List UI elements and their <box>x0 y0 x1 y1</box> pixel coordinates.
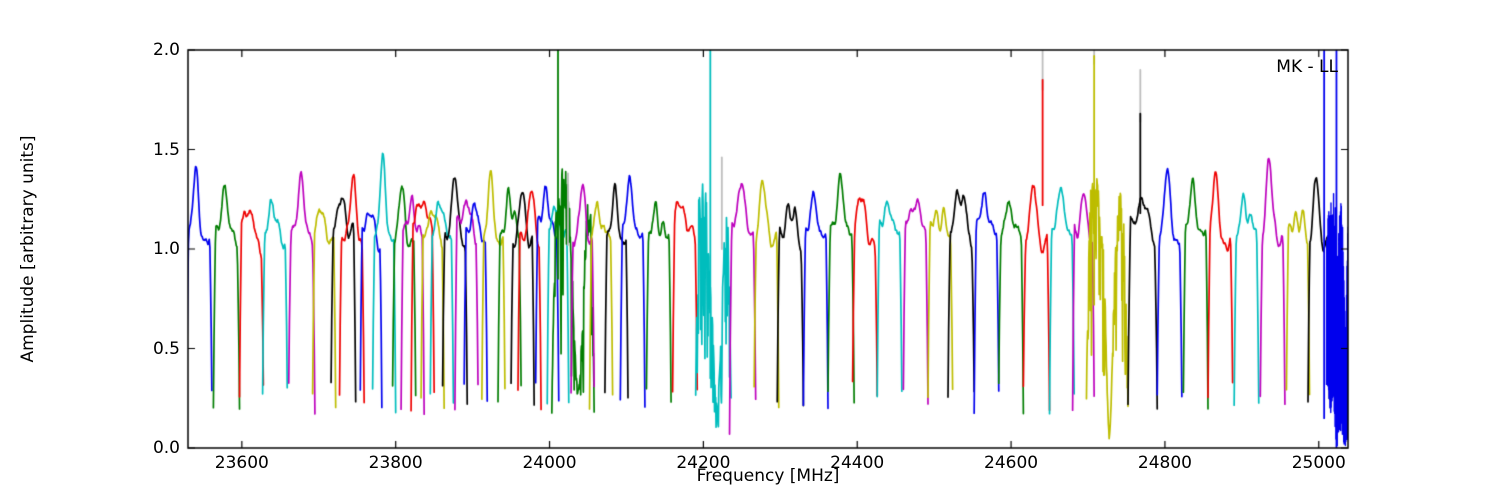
x-tick-label: 23800 <box>368 453 423 473</box>
x-tick-label: 24800 <box>1137 453 1192 473</box>
station-label: MK - LL <box>1276 57 1338 77</box>
x-tick-label: 24600 <box>984 453 1039 473</box>
y-axis-label: Amplitude [arbitrary units] <box>18 135 38 363</box>
y-tick-label: 0.5 <box>152 338 180 359</box>
x-tick-label: 24000 <box>522 453 577 473</box>
x-axis-label: Frequency [MHz] <box>696 466 840 486</box>
y-tick-label: 2.0 <box>152 40 180 60</box>
y-tick-label: 0.0 <box>152 438 180 458</box>
x-tick-label: 24400 <box>830 453 885 473</box>
y-tick-label: 1.0 <box>152 239 180 259</box>
y-tick-label: 1.5 <box>152 139 180 160</box>
x-tick-label: 25000 <box>1291 453 1346 473</box>
x-tick-label: 24200 <box>676 453 731 473</box>
x-tick-label: 23600 <box>214 453 269 473</box>
